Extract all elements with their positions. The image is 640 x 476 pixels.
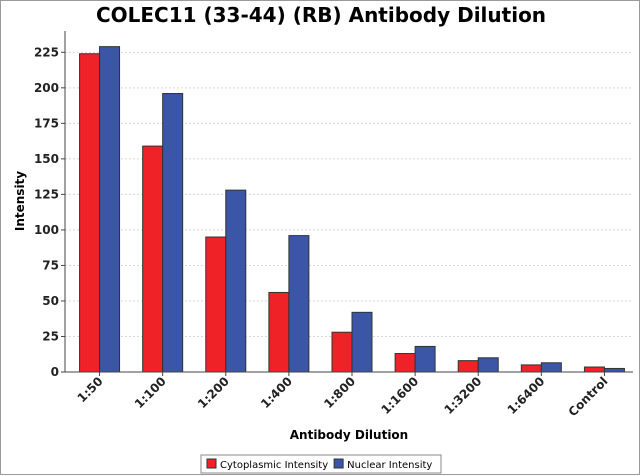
bar-cytoplasmic bbox=[268, 291, 290, 373]
bar-nuclear bbox=[414, 345, 436, 373]
bar-cytoplasmic bbox=[394, 353, 416, 373]
x-category-label: 1:400 bbox=[258, 374, 295, 411]
x-axis-categories: 1:50 1:100 1:200 1:400 1:800 1:1600 1:3200 1:64… bbox=[75, 372, 611, 419]
legend-label: Cytoplasmic Intensity bbox=[220, 460, 328, 471]
bar-cytoplasmic bbox=[142, 145, 164, 373]
bar-nuclear bbox=[603, 367, 625, 373]
gridlines bbox=[65, 51, 633, 337]
bar-cytoplasmic bbox=[331, 331, 353, 373]
x-category-label: 1:6400 bbox=[505, 374, 548, 417]
bar-nuclear bbox=[162, 93, 184, 373]
bar-cytoplasmic bbox=[457, 360, 479, 373]
legend-label: Nuclear Intensity bbox=[347, 460, 432, 471]
bar-nuclear bbox=[288, 235, 310, 373]
bar-cytoplasmic bbox=[205, 236, 227, 373]
x-category-label: 1:800 bbox=[321, 374, 358, 411]
y-tick-label: 125 bbox=[34, 187, 59, 201]
bar-cytoplasmic bbox=[79, 53, 101, 373]
y-tick-label: 150 bbox=[34, 152, 59, 166]
y-axis-ticks: 0 25 50 75 100 125 150 175 200 225 bbox=[34, 45, 65, 379]
x-category-label: 1:200 bbox=[195, 374, 232, 411]
bar-nuclear bbox=[225, 189, 247, 373]
bar-nuclear bbox=[477, 357, 499, 373]
y-tick-label: 100 bbox=[34, 223, 59, 237]
bar-cytoplasmic bbox=[583, 366, 605, 373]
y-tick-label: 75 bbox=[42, 258, 59, 272]
y-tick-label: 175 bbox=[34, 116, 59, 130]
legend-swatch bbox=[206, 458, 217, 469]
x-category-label: 1:1600 bbox=[378, 374, 421, 417]
x-category-label: 1:3200 bbox=[442, 374, 485, 417]
x-category-label: Control bbox=[566, 374, 611, 419]
y-axis-title: Intensity bbox=[13, 171, 27, 231]
y-tick-label: 200 bbox=[34, 81, 59, 95]
legend-swatch bbox=[333, 458, 344, 469]
x-category-label: 1:50 bbox=[75, 374, 106, 405]
bar-cytoplasmic bbox=[520, 364, 542, 373]
bar-nuclear bbox=[99, 46, 121, 373]
bar-nuclear bbox=[351, 311, 373, 373]
x-category-label: 1:100 bbox=[132, 374, 169, 411]
bar-nuclear bbox=[540, 362, 562, 373]
legend-box bbox=[200, 454, 442, 474]
y-tick-label: 25 bbox=[42, 329, 59, 343]
y-tick-label: 225 bbox=[34, 45, 59, 59]
y-tick-label: 0 bbox=[51, 365, 59, 379]
y-tick-label: 50 bbox=[42, 294, 59, 308]
bars bbox=[79, 46, 625, 373]
legend: Cytoplasmic Intensity Nuclear Intensity bbox=[200, 454, 442, 474]
x-axis-title: Antibody Dilution bbox=[290, 428, 408, 442]
chart-title: COLEC11 (33-44) (RB) Antibody Dilution bbox=[96, 3, 546, 27]
